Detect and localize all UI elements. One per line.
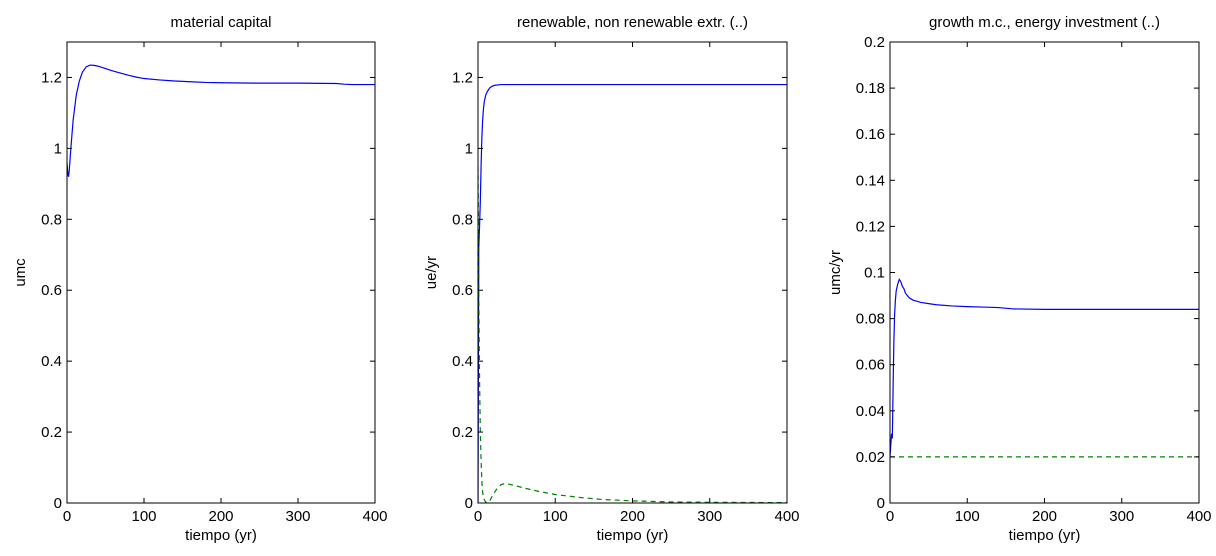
y-tick-label: 1 bbox=[465, 140, 473, 157]
chart-panel-3: 0 100 200 300 400 0 0.02 0.04 0.06 0.08 0.1 0.12 0.1… bbox=[827, 14, 1212, 544]
y-tick-label: 0.08 bbox=[856, 311, 885, 328]
plot-area bbox=[890, 42, 1199, 503]
chart-title: material capital bbox=[171, 14, 272, 31]
x-tick-label: 200 bbox=[1032, 508, 1057, 525]
series-line-1 bbox=[478, 83, 787, 503]
y-tick-label: 0.6 bbox=[41, 282, 62, 299]
x-tick-label: 0 bbox=[63, 508, 71, 525]
y-tick-label: 0.18 bbox=[856, 80, 885, 97]
x-tick-label: 400 bbox=[1186, 508, 1211, 525]
chart-title: renewable, non renewable extr. (..) bbox=[517, 14, 748, 31]
x-tick-label: 300 bbox=[1109, 508, 1134, 525]
x-axis-label: tiempo (yr) bbox=[1009, 527, 1081, 544]
x-tick-label: 100 bbox=[131, 508, 156, 525]
series-line-1 bbox=[67, 64, 375, 177]
x-axis-label: tiempo (yr) bbox=[597, 527, 669, 544]
y-tick-label: 0.2 bbox=[452, 424, 473, 441]
y-axis-label: umc bbox=[12, 258, 29, 287]
x-tick-label: 100 bbox=[955, 508, 980, 525]
plot-area bbox=[67, 42, 375, 503]
chart-panel-2: 0 100 200 300 400 0 0.2 0.4 0.6 0.8 1 1.2 renewable,… bbox=[423, 14, 800, 544]
y-tick-label: 0 bbox=[465, 495, 473, 512]
y-tick-label: 0.14 bbox=[856, 172, 885, 189]
y-axis-label: ue/yr bbox=[423, 256, 440, 289]
x-tick-label: 200 bbox=[620, 508, 645, 525]
y-axis-label: umc/yr bbox=[827, 250, 844, 295]
x-tick-label: 400 bbox=[362, 508, 387, 525]
y-tick-label: 0.6 bbox=[452, 282, 473, 299]
y-tick-label: 0.2 bbox=[864, 34, 885, 51]
y-tick-label: 0.06 bbox=[856, 357, 885, 374]
y-tick-label: 0.12 bbox=[856, 218, 885, 235]
x-axis-label: tiempo (yr) bbox=[185, 527, 257, 544]
y-tick-label: 0.8 bbox=[41, 211, 62, 228]
y-tick-label: 1 bbox=[54, 140, 62, 157]
y-tick-label: 0.02 bbox=[856, 449, 885, 466]
y-tick-label: 0.16 bbox=[856, 126, 885, 143]
x-tick-label: 100 bbox=[543, 508, 568, 525]
x-tick-label: 200 bbox=[208, 508, 233, 525]
series-line-2 bbox=[478, 166, 787, 503]
x-tick-label: 0 bbox=[474, 508, 482, 525]
y-tick-label: 0 bbox=[54, 495, 62, 512]
y-tick-label: 0.4 bbox=[452, 353, 473, 370]
y-tick-label: 0 bbox=[877, 495, 885, 512]
y-tick-label: 0.2 bbox=[41, 424, 62, 441]
y-tick-label: 0.8 bbox=[452, 211, 473, 228]
y-tick-label: 0.4 bbox=[41, 353, 62, 370]
y-tick-label: 1.2 bbox=[452, 69, 473, 86]
plot-area bbox=[478, 42, 787, 503]
x-tick-label: 400 bbox=[774, 508, 799, 525]
y-tick-label: 1.2 bbox=[41, 69, 62, 86]
y-tick-label: 0.1 bbox=[864, 265, 885, 282]
chart-title: growth m.c., energy investment (..) bbox=[929, 14, 1160, 31]
chart-panel-1: 0 100 200 300 400 0 0.2 0.4 0.6 0.8 1 1.2 material c… bbox=[12, 14, 388, 544]
y-tick-label: 0.04 bbox=[856, 403, 885, 420]
x-tick-label: 300 bbox=[697, 508, 722, 525]
x-tick-label: 0 bbox=[886, 508, 894, 525]
x-tick-label: 300 bbox=[285, 508, 310, 525]
